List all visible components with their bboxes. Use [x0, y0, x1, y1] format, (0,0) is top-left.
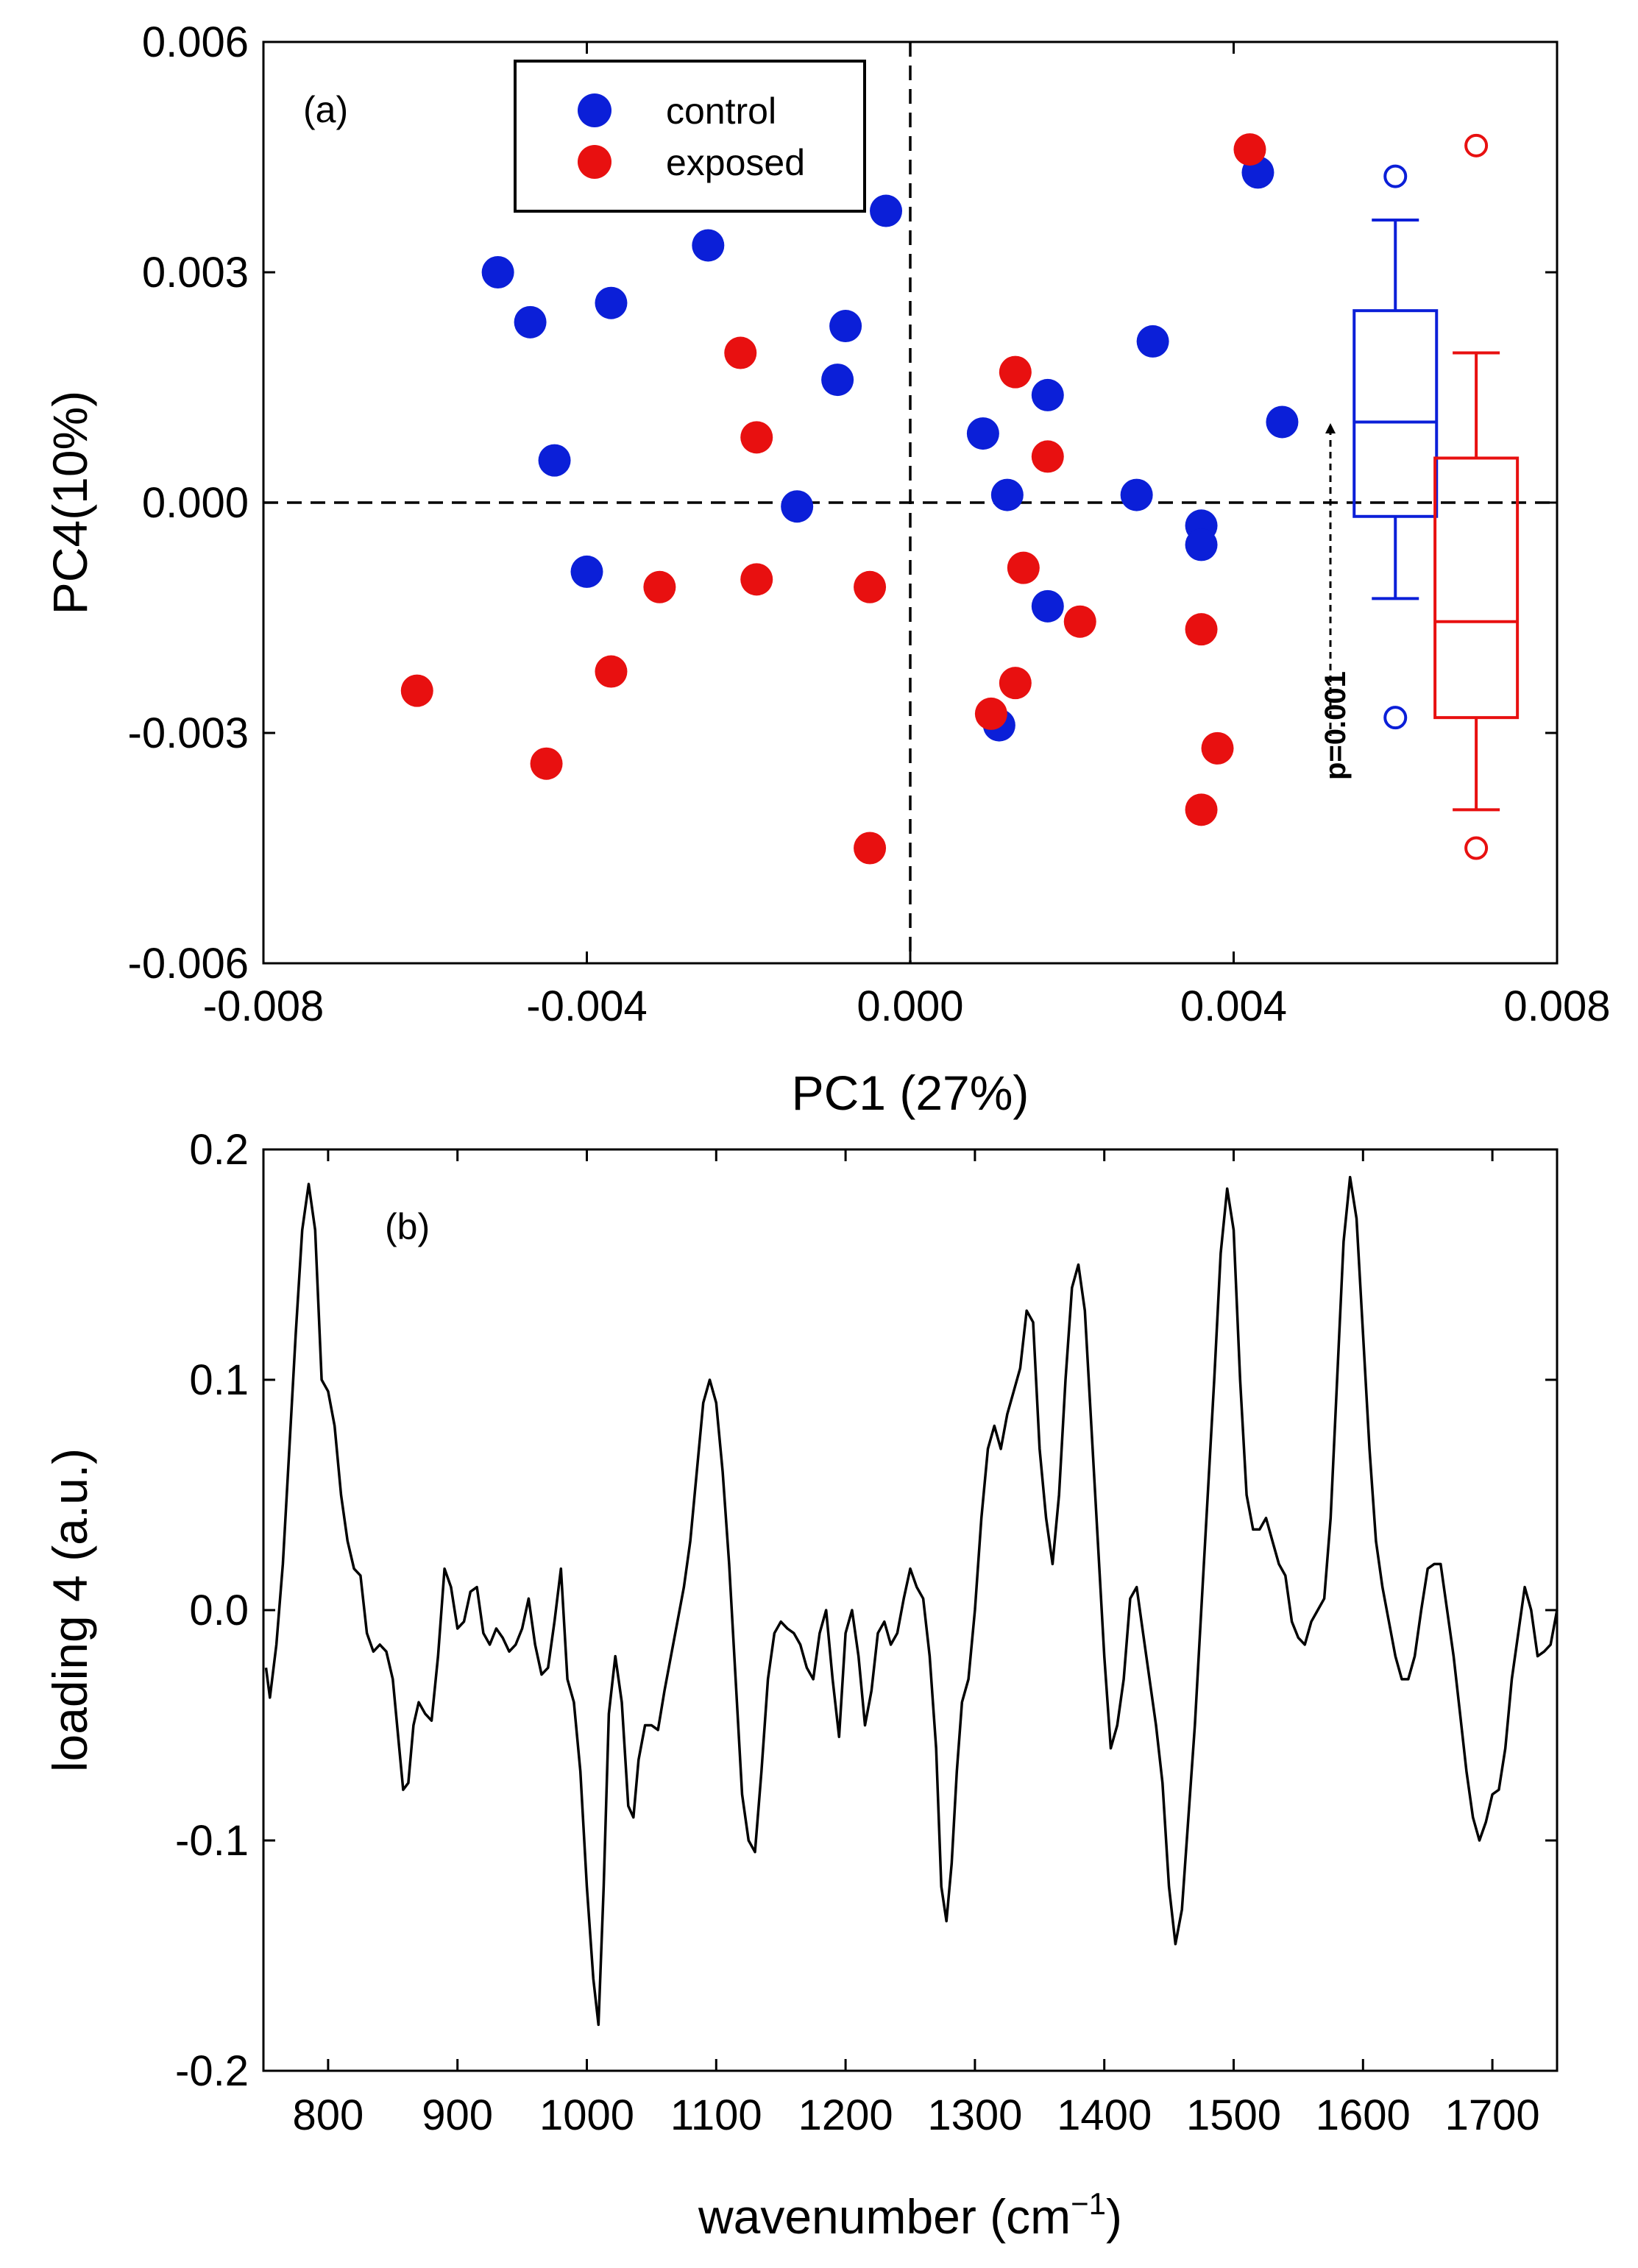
outlier-control — [1383, 164, 1408, 188]
y-tick-label-b: 0.1 — [189, 1356, 249, 1404]
point-control — [829, 310, 862, 343]
boxplots — [1352, 133, 1520, 860]
scatter-points — [400, 133, 1299, 865]
point-control — [990, 478, 1024, 511]
x-tick-label-b: 1200 — [798, 2091, 893, 2139]
x-tick-label-a: -0.004 — [526, 982, 647, 1030]
tick-marks-b — [263, 1148, 1557, 2072]
point-exposed — [854, 570, 887, 603]
point-control — [570, 555, 603, 588]
tick-labels-b: 800 900 1000 1100 1200 1300 1400 1500 1600 1700 0.… — [175, 1126, 1540, 2139]
point-control — [781, 490, 814, 523]
y-tick-label-a: 0.006 — [142, 18, 249, 66]
y-tick-label-b: 0.0 — [189, 1587, 249, 1634]
point-exposed — [643, 570, 676, 603]
point-exposed — [740, 563, 773, 596]
point-control — [1120, 478, 1153, 511]
x-tick-label-a: -0.008 — [203, 982, 324, 1030]
legend-marker-exposed — [578, 145, 611, 179]
point-exposed — [1031, 440, 1064, 473]
point-exposed — [1233, 133, 1266, 166]
x-tick-label-b: 900 — [422, 2091, 493, 2139]
point-control — [1031, 589, 1064, 623]
scatter-panel: -0.008 -0.004 0.000 0.004 0.008 0.006 0.003 0.0… — [43, 18, 1611, 1120]
point-control — [1136, 325, 1169, 358]
panel-label-b: (b) — [385, 1206, 430, 1247]
point-exposed — [999, 667, 1032, 700]
point-exposed — [999, 355, 1032, 389]
point-exposed — [400, 674, 433, 707]
y-tick-label-b: -0.2 — [175, 2047, 249, 2095]
x-tick-label-a: 0.004 — [1180, 982, 1287, 1030]
y-tick-label-b: -0.1 — [175, 1817, 249, 1865]
y-tick-label-a: 0.000 — [142, 479, 249, 527]
point-exposed — [1007, 551, 1040, 584]
p-value-annotation: p=0.001 — [1319, 423, 1352, 780]
legend-marker-control — [578, 93, 611, 127]
x-tick-label-b: 1300 — [927, 2091, 1022, 2139]
x-axis-label-b-close: ) — [1106, 2189, 1122, 2244]
x-tick-label-b: 1000 — [539, 2091, 634, 2139]
y-tick-label-a: -0.003 — [128, 709, 249, 757]
x-axis-label-b-main: wavenumber (cm — [698, 2189, 1071, 2244]
point-control — [821, 364, 854, 397]
outlier-control — [1383, 706, 1408, 730]
point-control — [1266, 405, 1299, 439]
point-exposed — [724, 336, 757, 369]
x-tick-label-b: 1700 — [1445, 2091, 1540, 2139]
x-tick-label-b: 800 — [293, 2091, 364, 2139]
boxplot-control — [1352, 164, 1439, 730]
point-exposed — [1201, 731, 1234, 765]
x-tick-label-b: 1100 — [670, 2091, 762, 2139]
x-tick-label-a: 0.000 — [857, 982, 963, 1030]
panel-label-a: (a) — [303, 89, 348, 130]
box-control — [1352, 309, 1439, 518]
point-control — [870, 194, 903, 227]
boxplot-exposed — [1433, 133, 1520, 860]
tick-marks-a — [262, 40, 1559, 965]
point-exposed — [974, 697, 1007, 730]
zero-reference-lines — [263, 42, 1557, 963]
x-axis-label-a: PC1 (27%) — [792, 1066, 1029, 1120]
x-tick-label-b: 1600 — [1316, 2091, 1411, 2139]
p-value-label: p=0.001 — [1319, 671, 1352, 780]
y-axis-label-b: loading 4 (a.u.) — [43, 1448, 97, 1772]
outlier-exposed — [1464, 836, 1489, 860]
y-tick-label-b: 0.2 — [189, 1126, 249, 1174]
point-exposed — [1185, 613, 1218, 646]
box-exposed — [1433, 456, 1520, 720]
outlier-exposed — [1464, 133, 1489, 157]
loading-4-line — [264, 1175, 1559, 2027]
point-exposed — [530, 747, 563, 780]
point-exposed — [595, 655, 628, 688]
y-tick-label-a: 0.003 — [142, 249, 249, 297]
x-tick-label-b: 1400 — [1057, 2091, 1152, 2139]
point-control — [1185, 528, 1218, 561]
point-control — [966, 417, 999, 450]
y-tick-label-a: -0.006 — [128, 940, 249, 988]
legend-label-exposed: exposed — [666, 142, 805, 183]
loading-panel: 800 900 1000 1100 1200 1300 1400 1500 1600 1700 0.… — [43, 1126, 1559, 2244]
plot-frame-b — [262, 1148, 1559, 2072]
point-control — [538, 444, 571, 477]
point-control — [692, 229, 725, 262]
x-axis-label-b: wavenumber (cm−1) — [698, 2186, 1122, 2244]
y-axis-label-a: PC4(10%) — [43, 391, 97, 614]
point-exposed — [740, 421, 773, 454]
point-exposed — [1063, 605, 1096, 638]
point-control — [481, 256, 514, 288]
point-exposed — [854, 832, 887, 865]
point-control — [595, 286, 628, 319]
legend: control exposed — [514, 60, 866, 213]
tick-labels-a: -0.008 -0.004 0.000 0.004 0.008 0.006 0.003 0.0… — [128, 18, 1611, 1030]
legend-label-control: control — [666, 91, 776, 132]
point-exposed — [1185, 793, 1218, 826]
point-control — [514, 305, 547, 339]
legend-box — [514, 60, 866, 213]
x-tick-label-a: 0.008 — [1503, 982, 1610, 1030]
x-axis-label-b-sup: −1 — [1071, 2186, 1106, 2221]
point-control — [1031, 378, 1064, 411]
x-tick-label-b: 1500 — [1186, 2091, 1281, 2139]
